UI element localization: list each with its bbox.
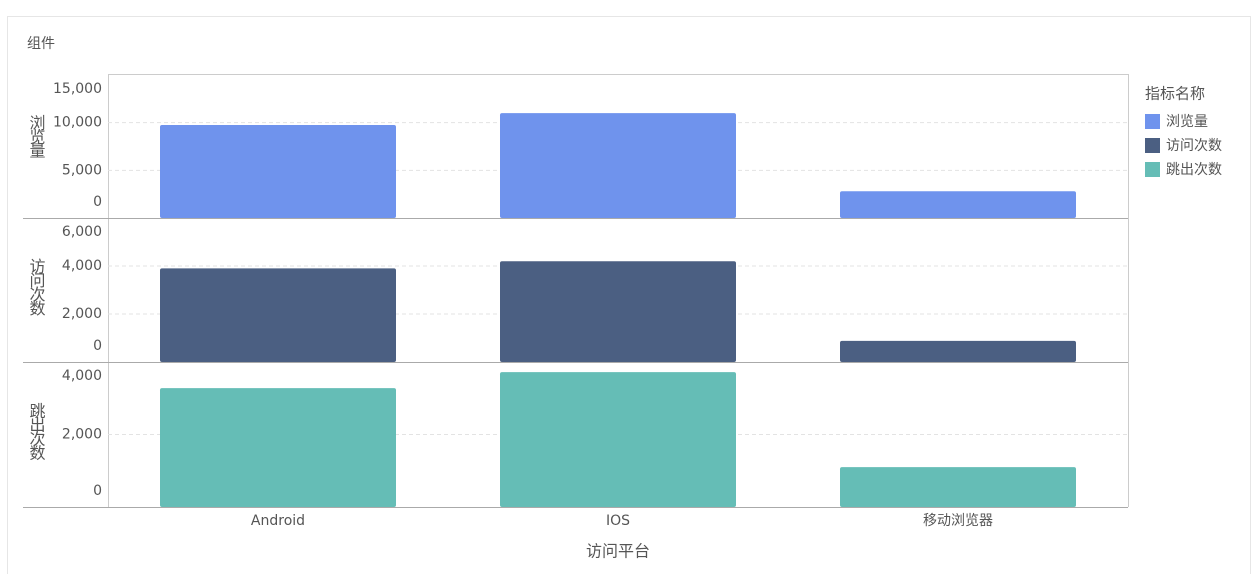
y-tick-label: 2,000	[62, 306, 102, 322]
x-tick-label: 移动浏览器	[923, 513, 993, 529]
bar	[840, 467, 1076, 507]
y-tick-label: 10,000	[53, 115, 102, 131]
legend-swatch	[1145, 162, 1160, 177]
legend-title: 指标名称	[1145, 85, 1205, 103]
x-axis-label: 访问平台	[586, 542, 650, 561]
x-tick-label: IOS	[606, 513, 630, 529]
y-tick-label: 15,000	[53, 81, 102, 97]
bar	[500, 372, 736, 507]
bar	[840, 191, 1076, 218]
y-axis-label: 浏览量	[27, 115, 46, 158]
legend-label: 跳出次数	[1166, 162, 1222, 178]
legend-label: 访问次数	[1166, 138, 1222, 154]
y-tick-label: 0	[93, 194, 102, 210]
bar	[160, 125, 396, 218]
y-tick-label: 0	[93, 483, 102, 499]
bar	[160, 388, 396, 507]
bar	[500, 261, 736, 362]
bar	[840, 340, 1076, 362]
y-tick-label: 2,000	[62, 427, 102, 443]
bar	[160, 268, 396, 362]
legend-label: 浏览量	[1166, 114, 1208, 130]
x-tick-label: Android	[251, 513, 305, 529]
legend-swatch	[1145, 138, 1160, 153]
y-tick-label: 5,000	[62, 162, 102, 178]
y-tick-label: 4,000	[62, 258, 102, 274]
legend-swatch	[1145, 114, 1160, 129]
chart-title: 组件	[27, 36, 55, 52]
y-tick-label: 0	[93, 338, 102, 354]
y-axis-label: 跳出次数	[27, 403, 46, 461]
bar	[500, 113, 736, 218]
y-tick-label: 4,000	[62, 368, 102, 384]
y-axis-label: 访问次数	[27, 258, 46, 316]
y-tick-label: 6,000	[62, 224, 102, 240]
